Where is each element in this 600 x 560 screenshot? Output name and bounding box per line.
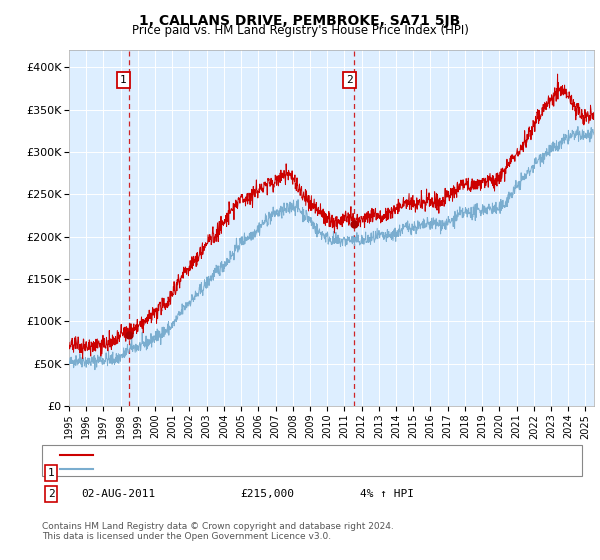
Text: 02-AUG-2011: 02-AUG-2011 [81, 489, 155, 499]
Text: 1: 1 [120, 75, 127, 85]
Text: 2: 2 [47, 489, 55, 499]
Text: 1: 1 [47, 468, 55, 478]
Text: HPI: Average price, detached house, Pembrokeshire: HPI: Average price, detached house, Pemb… [99, 464, 369, 474]
Text: £215,000: £215,000 [240, 489, 294, 499]
Text: 19-JUN-1998: 19-JUN-1998 [81, 468, 155, 478]
Text: £84,000: £84,000 [240, 468, 287, 478]
Text: 1, CALLANS DRIVE, PEMBROKE, SA71 5JB (detached house): 1, CALLANS DRIVE, PEMBROKE, SA71 5JB (de… [99, 450, 408, 460]
Text: Price paid vs. HM Land Registry's House Price Index (HPI): Price paid vs. HM Land Registry's House … [131, 24, 469, 37]
Text: 2: 2 [346, 75, 353, 85]
Text: 4% ↑ HPI: 4% ↑ HPI [360, 489, 414, 499]
Text: 21% ↑ HPI: 21% ↑ HPI [360, 468, 421, 478]
Text: Contains HM Land Registry data © Crown copyright and database right 2024.
This d: Contains HM Land Registry data © Crown c… [42, 522, 394, 542]
Text: 1, CALLANS DRIVE, PEMBROKE, SA71 5JB: 1, CALLANS DRIVE, PEMBROKE, SA71 5JB [139, 14, 461, 28]
